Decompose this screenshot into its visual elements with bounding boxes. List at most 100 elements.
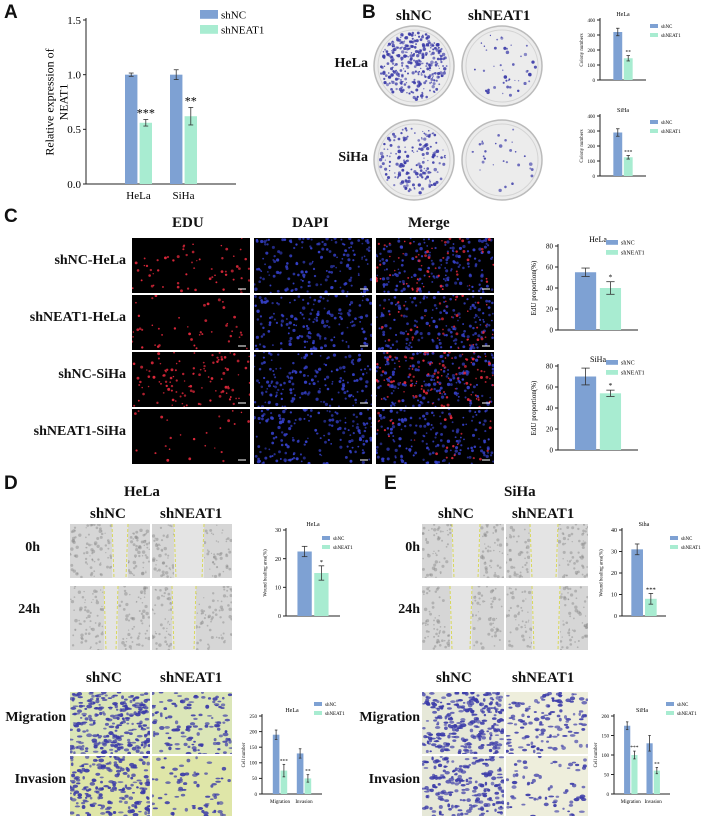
chart-title: SiHa [636,708,648,714]
legend-swatch [666,711,674,715]
legend-swatch [606,240,618,245]
fluor-tile-edu [132,238,250,293]
transwell-d-shnc-invasion [70,756,150,816]
legend-swatch [314,711,322,715]
y-tick-label: 0 [593,79,596,84]
legend-swatch [606,370,618,375]
b-header-shnc: shNC [396,8,432,24]
y-tick-label: 200 [588,145,596,150]
d-header-shnc: shNC [90,506,126,522]
y-axis-label: Wound healing area(%) [599,549,604,597]
wound-d-shneat1-0h [152,524,232,578]
bar-shnc [574,272,597,330]
fluor-tile-edu [132,352,250,407]
bar-shneat1 [653,770,660,794]
legend-swatch [650,129,658,133]
y-tick-label: 20 [275,557,281,563]
legend-label: shNEAT1 [677,712,697,717]
significance-label: ** [625,50,631,56]
y-tick-label: 0 [550,446,554,454]
y-tick-label: 100 [588,160,596,165]
d-trans-header-shnc: shNC [86,670,122,686]
bar-shneat1 [314,573,329,616]
panel-label-d: D [4,473,18,494]
legend-label: shNEAT1 [621,371,645,377]
chart-title: HeLa [616,12,630,18]
legend-label: shNC [221,10,246,22]
chart-d-wound: HeLa 0 10 20 30 Wound healing area(%) * shNC shN… [263,522,353,620]
y-axis-label: Colony numbers [580,33,585,66]
significance-label: *** [630,745,639,751]
wound-d-shnc-0h [70,524,150,578]
legend-label: shNC [325,703,337,708]
y-axis-label: Cell number [242,742,247,767]
e-row-0h: 0h [405,540,420,555]
y-tick-label: 10 [275,585,281,591]
transwell-d-shneat1-invasion [152,756,232,816]
significance-label: ** [305,769,311,775]
bar-shnc [613,32,623,80]
fluor-tile-dapi [254,295,372,350]
legend-swatch [650,24,658,28]
c-header-merge: Merge [408,215,450,231]
b-row-hela: HeLa [334,56,368,71]
significance-label: *** [646,586,656,593]
legend-label: shNC [661,121,673,126]
y-tick-label: 20 [546,425,554,433]
panel-label-e: E [384,473,397,494]
legend-swatch [322,545,330,549]
y-tick-label: 100 [250,762,258,767]
legend-swatch [650,33,658,37]
significance-label: * [609,273,613,282]
d-row-invasion: Invasion [14,772,66,787]
y-tick-label: 0 [607,793,610,798]
chart-title: SiHa [617,108,629,114]
bar-shnc [624,725,631,794]
bar-shneat1 [599,393,622,450]
legend-swatch [666,702,674,706]
y-tick-label: 60 [546,263,554,271]
d-header-shneat1: shNEAT1 [160,506,223,522]
chart-c-siha: SiHa 0 20 40 60 80 EdU proportion(%) * shNC shNEA… [530,355,645,454]
chart-title: HeLa [589,235,607,244]
dish-shneat1-siha [461,119,543,201]
b-header-shneat1: shNEAT1 [468,8,531,24]
y-tick-label: 50 [604,773,610,778]
wound-e-shnc-0h [422,524,504,578]
y-axis-label: Wound healing area(%) [263,549,268,597]
d-title: HeLa [124,484,160,500]
c-header-dapi: DAPI [292,215,329,231]
c-row-shnc-siha: shNC-SiHa [58,367,126,382]
bar-shneat1 [645,598,657,616]
bar-shneat1 [623,157,633,176]
y-tick-label: 400 [588,115,596,120]
significance-label: ** [185,94,197,108]
fluor-tile-edu [132,409,250,464]
chart-title: SiHa [590,355,606,364]
category-label: Invasion [295,800,313,805]
bar-shnc [297,551,312,616]
bar-shneat1 [184,116,197,184]
chart-d-transwell: HeLa 0 50 100 150 200 250 Cell number *** Migrati… [242,702,345,805]
category-label: SiHa [173,190,195,202]
fluor-tile-merge [376,409,494,464]
y-tick-label: 150 [250,746,258,751]
significance-label: *** [137,106,155,120]
legend-label: shNC [621,241,635,247]
d-row-24h: 24h [18,602,40,617]
bar-shnc [574,376,597,450]
legend-label: shNC [661,25,673,30]
c-row-shneat1-hela: shNEAT1-HeLa [29,310,126,325]
legend-label: shNEAT1 [621,251,645,257]
fluor-tile-dapi [254,409,372,464]
chart-title: Siha [639,522,650,528]
y-tick-label: 40 [546,404,554,412]
y-tick-label: 1.0 [67,70,81,82]
bar-shnc [296,753,304,794]
d-trans-header-shneat1: shNEAT1 [160,670,223,686]
legend-label: shNEAT1 [661,130,681,135]
wound-e-shnc-24h [422,586,504,650]
dish-shnc-hela [373,25,455,107]
significance-label: * [320,559,323,566]
